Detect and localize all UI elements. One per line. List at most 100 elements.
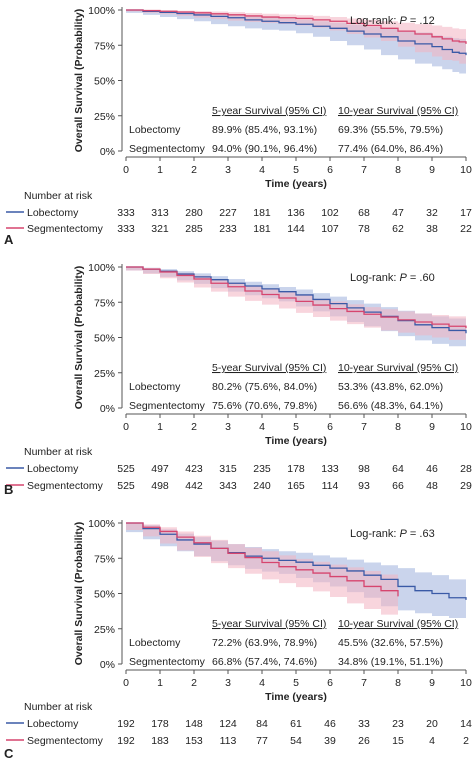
x-tick-label: 3 [225, 677, 231, 689]
risk-count: 192 [117, 735, 135, 747]
survival-curve-lobectomy [126, 9, 467, 56]
x-tick-label: 5 [293, 164, 299, 176]
x-tick-label: 9 [429, 164, 435, 176]
risk-legend-label: Lobectomy [27, 718, 79, 730]
panel-label: B [4, 482, 13, 497]
risk-count: 93 [358, 480, 370, 492]
x-tick-label: 6 [327, 421, 333, 433]
risk-count: 78 [358, 223, 370, 235]
x-tick-label: 7 [361, 164, 367, 176]
risk-count: 20 [426, 718, 438, 730]
risk-count: 15 [392, 735, 404, 747]
x-axis-title: Time (years) [265, 435, 327, 447]
risk-count: 48 [426, 480, 438, 492]
table-row-label: Segmentectomy [129, 143, 206, 155]
risk-count: 181 [253, 223, 271, 235]
x-tick-label: 6 [327, 677, 333, 689]
risk-count: 233 [219, 223, 237, 235]
x-tick-label: 0 [123, 677, 129, 689]
risk-count: 498 [151, 480, 169, 492]
table-header-10yr: 10-year Survival (95% CI) [338, 618, 458, 630]
risk-legend-label: Lobectomy [27, 207, 79, 219]
table-cell-10yr: 53.3% (43.8%, 62.0%) [338, 381, 443, 393]
risk-count: 313 [151, 207, 169, 219]
survival-curve-segmentectomy [126, 266, 467, 329]
x-tick-label: 3 [225, 421, 231, 433]
x-tick-label: 2 [191, 421, 197, 433]
risk-title: Number at risk [24, 701, 93, 713]
x-tick-label: 2 [191, 677, 197, 689]
table-row-label: Lobectomy [129, 124, 181, 136]
y-tick-label: 100% [88, 5, 115, 17]
x-tick-label: 7 [361, 677, 367, 689]
risk-count: 280 [185, 207, 203, 219]
risk-count: 39 [324, 735, 336, 747]
risk-count: 240 [253, 480, 271, 492]
table-header-5yr: 5-year Survival (95% CI) [212, 362, 326, 374]
risk-count: 183 [151, 735, 169, 747]
panel-label: C [4, 746, 14, 761]
table-cell-10yr: 77.4% (64.0%, 86.4%) [338, 143, 443, 155]
risk-count: 29 [460, 480, 472, 492]
table-header-5yr: 5-year Survival (95% CI) [212, 618, 326, 630]
survival-curve-segmentectomy [126, 9, 467, 44]
risk-count: 165 [287, 480, 305, 492]
x-tick-label: 1 [157, 164, 163, 176]
risk-count: 315 [219, 463, 237, 475]
y-tick-label: 75% [94, 553, 115, 565]
table-cell-5yr: 66.8% (57.4%, 74.6%) [212, 656, 317, 668]
x-tick-label: 1 [157, 677, 163, 689]
risk-count: 84 [256, 718, 268, 730]
ci-band-segmentectomy [126, 267, 466, 340]
x-tick-label: 9 [429, 677, 435, 689]
x-tick-label: 10 [460, 164, 472, 176]
x-tick-label: 0 [123, 421, 129, 433]
risk-count: 23 [392, 718, 404, 730]
risk-count: 178 [287, 463, 305, 475]
risk-count: 46 [324, 718, 336, 730]
y-tick-label: 50% [94, 589, 115, 601]
risk-count: 107 [321, 223, 339, 235]
table-header-10yr: 10-year Survival (95% CI) [338, 362, 458, 374]
risk-count: 17 [460, 207, 472, 219]
y-tick-label: 100% [88, 518, 115, 530]
y-axis-title: Overall Survival (Probability) [73, 522, 85, 666]
x-tick-label: 8 [395, 677, 401, 689]
risk-count: 321 [151, 223, 169, 235]
risk-count: 133 [321, 463, 339, 475]
table-row-label: Lobectomy [129, 381, 181, 393]
risk-count: 497 [151, 463, 169, 475]
table-cell-5yr: 94.0% (90.1%, 96.4%) [212, 143, 317, 155]
y-axis-title: Overall Survival (Probability) [73, 9, 85, 153]
table-row-label: Segmentectomy [129, 400, 206, 412]
x-tick-label: 6 [327, 164, 333, 176]
risk-count: 22 [460, 223, 472, 235]
risk-count: 148 [185, 718, 203, 730]
panel-label: A [4, 232, 14, 247]
table-cell-10yr: 34.8% (19.1%, 51.1%) [338, 656, 443, 668]
risk-count: 192 [117, 718, 135, 730]
table-cell-5yr: 80.2% (75.6%, 84.0%) [212, 381, 317, 393]
log-rank-annotation: Log-rank: P = .63 [350, 528, 435, 540]
risk-count: 113 [220, 735, 237, 747]
table-cell-10yr: 56.6% (48.3%, 64.1%) [338, 400, 443, 412]
risk-count: 4 [429, 735, 435, 747]
risk-title: Number at risk [24, 190, 93, 202]
risk-count: 98 [358, 463, 370, 475]
risk-count: 61 [290, 718, 302, 730]
y-tick-label: 50% [94, 333, 115, 345]
risk-count: 32 [426, 207, 438, 219]
x-tick-label: 10 [460, 421, 472, 433]
risk-count: 54 [290, 735, 302, 747]
y-tick-label: 50% [94, 76, 115, 88]
y-tick-label: 25% [94, 368, 115, 380]
risk-count: 285 [185, 223, 203, 235]
x-tick-label: 10 [460, 677, 472, 689]
risk-count: 333 [117, 223, 135, 235]
risk-count: 66 [392, 480, 404, 492]
x-tick-label: 4 [259, 164, 265, 176]
risk-count: 124 [219, 718, 237, 730]
risk-count: 333 [117, 207, 135, 219]
